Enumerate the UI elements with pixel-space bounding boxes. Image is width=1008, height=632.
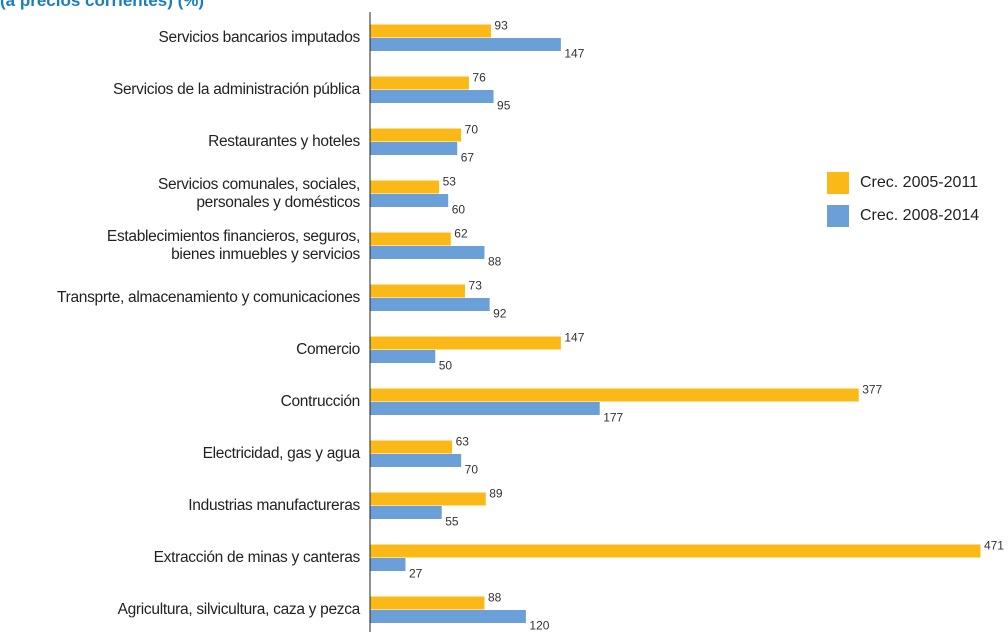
category-label: Industrias manufactureras	[188, 497, 360, 514]
value-label: 70	[465, 463, 479, 477]
value-label: 60	[452, 203, 466, 217]
bar	[370, 402, 600, 415]
bar	[370, 76, 469, 90]
bar	[370, 596, 485, 610]
value-label: 89	[489, 487, 503, 501]
value-label: 70	[465, 123, 479, 137]
category-label: Agricultura, silvicultura, caza y pezca	[117, 601, 361, 618]
bar	[370, 142, 458, 155]
category-label: Extracción de minas y canteras	[153, 549, 361, 566]
value-label: 95	[497, 99, 511, 113]
value-label: 147	[564, 47, 584, 61]
value-label: 88	[488, 591, 502, 605]
bar	[370, 350, 436, 363]
bar	[370, 558, 406, 571]
category-label: Servicios comunales, sociales, personale…	[157, 176, 360, 211]
value-label: 93	[494, 19, 508, 33]
value-label: 377	[862, 383, 882, 397]
bar	[370, 610, 526, 623]
category-label: Servicios de la administración pública	[112, 81, 360, 98]
value-label: 73	[469, 279, 483, 293]
value-label: 471	[984, 539, 1004, 553]
bar	[370, 246, 485, 259]
value-label: 62	[454, 227, 468, 241]
category-label: Contrucción	[280, 393, 361, 410]
category-label: Comercio	[296, 341, 360, 358]
legend-swatch	[827, 172, 849, 194]
bar	[370, 544, 981, 558]
bar	[370, 440, 453, 454]
category-label: Electricidad, gas y agua	[202, 445, 361, 462]
bar	[370, 232, 451, 246]
value-label: 177	[603, 411, 623, 425]
value-label: 67	[461, 151, 475, 165]
legend-label: Crec. 2005-2011	[860, 174, 978, 191]
bar	[370, 38, 561, 51]
value-label: 55	[445, 515, 459, 529]
category-label: Servicios bancarios imputados	[158, 29, 360, 46]
bar	[370, 90, 494, 103]
bar	[370, 454, 462, 467]
value-label: 76	[472, 71, 486, 85]
category-label: Establecimientos financieros, seguros, b…	[106, 228, 360, 263]
bar	[370, 388, 859, 402]
bar	[370, 336, 561, 350]
value-label: 147	[564, 331, 584, 345]
bar	[370, 284, 466, 298]
value-label: 88	[488, 255, 502, 269]
value-label: 53	[443, 175, 457, 189]
bar	[370, 492, 486, 506]
bar	[370, 24, 491, 38]
bar	[370, 298, 490, 311]
legend-label: Crec. 2008-2014	[860, 207, 980, 224]
bar	[370, 194, 449, 207]
category-label: Restaurantes y hoteles	[208, 133, 360, 150]
value-label: 63	[456, 435, 470, 449]
bar	[370, 506, 442, 519]
bar	[370, 180, 440, 194]
value-label: 92	[493, 307, 507, 321]
value-label: 50	[439, 359, 453, 373]
value-label: 120	[529, 619, 549, 632]
bar	[370, 128, 462, 142]
legend-swatch	[827, 205, 849, 227]
chart-title: (a precios corrientes) (%)	[0, 0, 205, 10]
value-label: 27	[409, 567, 423, 581]
category-label: Transprte, almacenamiento y comunicacion…	[56, 289, 360, 306]
